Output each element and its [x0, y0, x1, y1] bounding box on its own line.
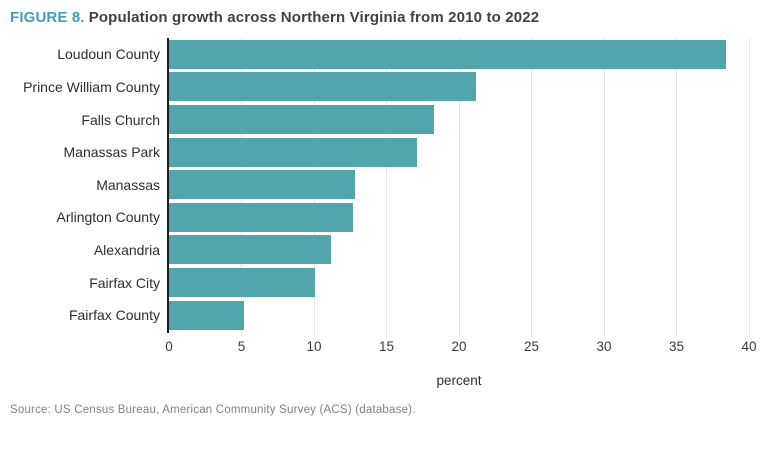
x-tick-label-0: 0 — [165, 339, 173, 354]
gridline-x-25 — [531, 38, 532, 337]
category-label-fairfax-county: Fairfax County — [68, 307, 160, 324]
x-tick-label-15: 15 — [378, 339, 395, 354]
y-axis-line — [166, 38, 169, 333]
gridline-x-35 — [676, 38, 677, 337]
plot-area — [166, 38, 750, 337]
x-tick-label-30: 30 — [596, 339, 612, 354]
category-label-alexandria: Alexandria — [93, 241, 160, 258]
category-label-falls-church: Falls Church — [81, 111, 160, 128]
bar-loudoun-county — [169, 39, 726, 69]
figure-title: FIGURE 8. Population growth across Northe… — [10, 9, 539, 26]
gridline-x-30 — [603, 38, 605, 337]
gridline-x-15 — [386, 38, 387, 337]
bar-manassas — [169, 170, 355, 200]
x-tick-label-20: 20 — [451, 339, 467, 354]
figure-title-text: Population growth across Northern Virgin… — [88, 9, 540, 26]
x-tick-label-35: 35 — [668, 339, 685, 354]
x-tick-label-10: 10 — [306, 339, 322, 354]
source-note: Source: US Census Bureau, American Commu… — [10, 404, 416, 416]
bar-fairfax-county — [169, 300, 245, 330]
category-label-prince-william-county: Prince William County — [23, 78, 160, 95]
category-label-loudoun-county: Loudoun County — [57, 46, 160, 63]
category-label-arlington-county: Arlington County — [56, 209, 160, 226]
bar-manassas-park — [169, 137, 417, 167]
x-tick-label-5: 5 — [237, 339, 246, 354]
x-axis-title: percent — [436, 373, 482, 388]
bar-arlington-county — [169, 202, 354, 232]
category-label-fairfax-city: Fairfax City — [89, 274, 160, 291]
bar-alexandria — [169, 235, 332, 265]
bar-fairfax-city — [169, 268, 316, 297]
category-label-manassas-park: Manassas Park — [63, 144, 160, 161]
x-tick-label-40: 40 — [741, 339, 757, 354]
x-tick-label-25: 25 — [523, 339, 540, 354]
figure-number-label: FIGURE 8. — [10, 9, 85, 26]
gridline-x-40 — [748, 38, 750, 337]
category-label-manassas: Manassas — [96, 176, 160, 193]
gridline-x-20 — [458, 38, 460, 337]
bar-falls-church — [169, 105, 435, 134]
bar-prince-william-county — [169, 72, 477, 102]
